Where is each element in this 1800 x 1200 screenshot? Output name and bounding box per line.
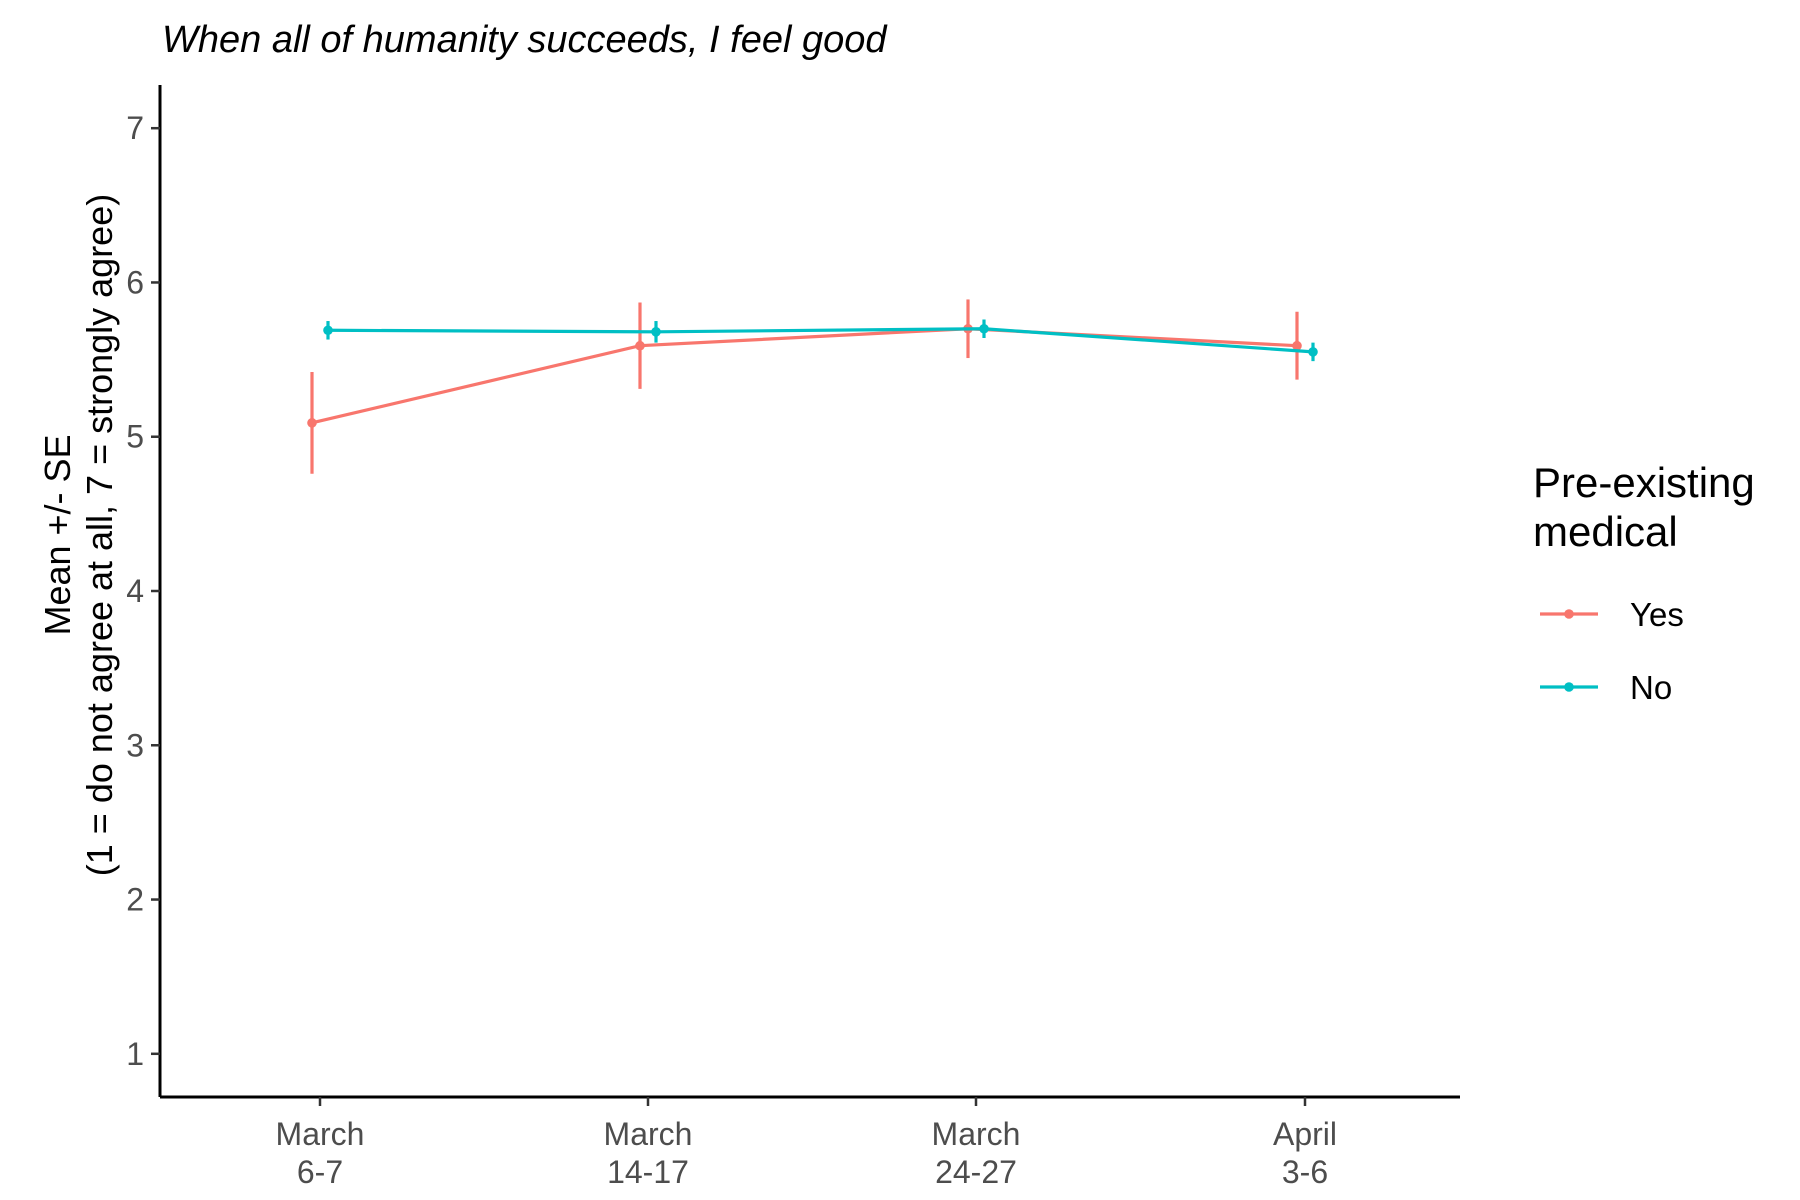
legend-label: Yes [1630,596,1684,633]
y-tick-label: 5 [126,419,144,455]
x-tick-label: April 3-6 [1273,1116,1337,1190]
y-axis-title: Mean +/- SE (1 = do not agree at all, 7 … [37,194,120,876]
y-axis: 1 2 3 4 5 6 7 [126,85,162,1097]
x-tick-label-line: 6-7 [297,1154,343,1190]
x-tick-label-line: March [932,1116,1021,1152]
legend-item-yes: Yes [1540,596,1684,633]
series-layer [307,299,1318,474]
y-axis-title-line-1: Mean +/- SE [37,434,78,635]
x-tick-label-line: March [276,1116,365,1152]
y-tick-label: 4 [126,573,144,609]
chart-title: When all of humanity succeeds, I feel go… [162,19,888,61]
x-tick-label: March 6-7 [276,1116,365,1190]
data-point [651,327,661,337]
series-yes [307,299,1302,474]
series-line [327,327,1314,354]
legend-item-no: No [1540,669,1672,706]
data-point [979,323,989,334]
legend-key-point [1564,682,1574,692]
x-tick-label-line: 24-27 [935,1154,1017,1190]
y-axis-title-line-2: (1 = do not agree at all, 7 = strongly a… [79,194,120,876]
legend-items: Yes No [1540,596,1684,706]
data-point [1308,347,1318,357]
legend-label: No [1630,669,1672,706]
x-tick-label: March 24-27 [932,1116,1021,1190]
legend-title-line-1: Pre-existing [1533,459,1755,506]
series-line [311,327,1298,425]
data-point [1292,340,1302,351]
x-tick-label-line: April [1273,1116,1337,1152]
y-tick-label: 7 [126,110,144,146]
legend: Pre-existing medical Yes No [1533,459,1755,706]
x-tick-label-line: 14-17 [607,1154,689,1190]
data-point [307,418,317,428]
legend-key-point [1564,609,1574,619]
y-tick-label: 3 [126,727,144,763]
data-point [323,325,333,336]
y-tick-label: 1 [126,1036,144,1072]
x-tick-label-line: 3-6 [1282,1154,1328,1190]
x-tick-label-line: March [604,1116,693,1152]
legend-title-line-2: medical [1533,508,1678,555]
x-tick-label: March 14-17 [604,1116,693,1190]
data-point [635,340,645,351]
y-tick-label: 2 [126,882,144,918]
series-no [323,319,1318,362]
y-tick-label: 6 [126,264,144,300]
